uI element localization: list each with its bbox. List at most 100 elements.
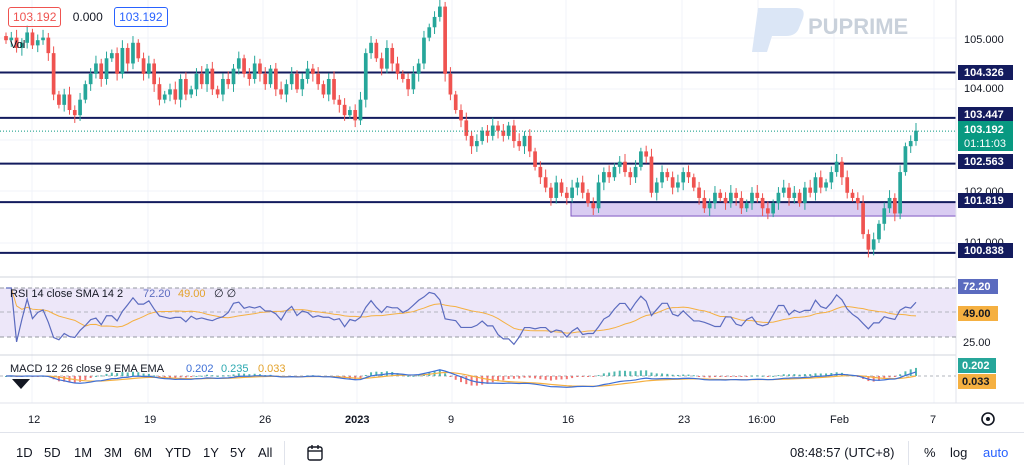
macd-hist-bar xyxy=(444,373,447,376)
candle-body xyxy=(755,192,760,198)
macd-hist-bar xyxy=(713,376,716,377)
time-axis[interactable]: 12 19 26 2023 9 16 23 16:00 Feb 7 xyxy=(28,414,936,426)
macd-hist-bar xyxy=(719,376,722,377)
candle-body xyxy=(596,182,601,209)
candle-body xyxy=(601,172,606,183)
auto-toggle[interactable]: auto xyxy=(983,445,1009,460)
macd-hist-bar xyxy=(661,373,664,376)
macd-hist-bar xyxy=(248,374,251,376)
countdown-text: 01:11:03 xyxy=(964,138,1006,150)
macd-hist-bar xyxy=(216,375,219,377)
macd-hist-bar xyxy=(904,371,907,376)
candle-body xyxy=(570,187,574,198)
macd-hist-bar xyxy=(867,376,870,382)
candle-body xyxy=(898,172,902,214)
candle-body xyxy=(337,99,342,105)
macd-hist-bar xyxy=(396,373,399,376)
macd-hist-bar xyxy=(618,370,621,376)
macd-collapse-icon[interactable] xyxy=(12,379,30,389)
candle-body xyxy=(109,53,114,59)
time-label: 9 xyxy=(448,414,454,426)
macd-hist-bar xyxy=(608,372,611,376)
candle-body xyxy=(829,172,834,183)
macd-hist-bar xyxy=(687,374,690,376)
toolbar-divider xyxy=(284,441,285,465)
candle-body xyxy=(691,177,696,188)
candle-body xyxy=(125,47,130,64)
candle-body xyxy=(512,125,516,142)
macd-hist-bar xyxy=(613,371,616,376)
rsi-legend-value: 72.20 xyxy=(143,288,171,300)
macd-hist-bar xyxy=(116,373,119,376)
candle-body xyxy=(205,68,209,85)
macd-legend: MACD 12 26 close 9 EMA EMA 0.202 0.235 0… xyxy=(10,363,286,375)
chart-canvas[interactable]: PUPRIME 105.000 104.000 102.000 101.000 xyxy=(0,0,1024,432)
candle-body xyxy=(686,172,691,178)
candle-body xyxy=(120,47,125,74)
macd-hist-bar xyxy=(624,370,627,376)
level-badge xyxy=(958,65,1013,80)
timeframe-5y[interactable]: 5Y xyxy=(230,445,246,460)
date-range-icon[interactable] xyxy=(306,444,324,462)
level-badge-text: 102.563 xyxy=(964,156,1004,168)
candle-body xyxy=(311,68,315,74)
level-badge xyxy=(958,243,1013,258)
macd-hist-bar xyxy=(793,374,796,376)
macd-legend-hist: 0.033 xyxy=(258,363,286,375)
candle-body xyxy=(67,94,72,111)
timeframe-6m[interactable]: 6M xyxy=(134,445,153,460)
macd-hist-bar xyxy=(777,375,780,377)
timeframe-1d[interactable]: 1D xyxy=(16,445,33,460)
time-label: 16 xyxy=(562,414,574,426)
candle-body xyxy=(78,99,82,116)
macd-hist-bar xyxy=(560,376,563,380)
candle-body xyxy=(871,239,876,250)
candle-body xyxy=(342,104,347,116)
candle-body xyxy=(866,234,871,250)
candle-body xyxy=(533,151,537,167)
candle-body xyxy=(57,94,61,105)
candle-body xyxy=(660,172,664,183)
log-toggle[interactable]: log xyxy=(950,445,968,460)
macd-hist-bar xyxy=(131,371,134,376)
candle-body xyxy=(750,192,754,204)
candle-body xyxy=(252,63,257,79)
timeframe-5d[interactable]: 5D xyxy=(44,445,61,460)
candle-body xyxy=(427,27,432,38)
timeframe-1m[interactable]: 1M xyxy=(74,445,93,460)
candle-body xyxy=(247,73,252,79)
macd-hist-bar xyxy=(888,376,891,378)
candle-body xyxy=(353,110,358,121)
macd-hist-bar xyxy=(565,376,568,380)
rsi-axis[interactable]: 72.20 49.00 25.00 xyxy=(958,279,998,349)
candle-body xyxy=(25,32,30,43)
candle-body xyxy=(374,42,379,59)
rsi-tick: 25.00 xyxy=(963,337,991,349)
candle-body xyxy=(390,47,395,64)
macd-axis[interactable]: 0.202 0.033 xyxy=(958,358,996,389)
timezone-clock[interactable]: 08:48:57 (UTC+8) xyxy=(790,445,895,460)
macd-legend-signal: 0.235 xyxy=(221,363,249,375)
macd-hist-bar xyxy=(528,376,531,378)
macd-hist-bar xyxy=(179,376,182,378)
percent-toggle[interactable]: % xyxy=(924,445,936,460)
macd-hist-bar xyxy=(782,374,785,376)
candle-body xyxy=(697,187,701,198)
time-label: 23 xyxy=(678,414,690,426)
candle-body xyxy=(321,84,326,95)
settings-gear-icon[interactable] xyxy=(981,412,995,426)
rsi-value-badge-text: 72.20 xyxy=(963,281,991,293)
timeframe-3m[interactable]: 3M xyxy=(104,445,123,460)
timeframe-1y[interactable]: 1Y xyxy=(203,445,219,460)
macd-hist-bar xyxy=(100,375,103,377)
macd-hist-bar xyxy=(364,374,367,376)
candle-body xyxy=(168,89,172,95)
timeframe-all[interactable]: All xyxy=(258,445,273,460)
level-badge-text: 101.819 xyxy=(964,195,1004,207)
watermark-logo: PUPRIME xyxy=(752,8,908,52)
candle-body xyxy=(437,6,442,17)
time-label: 12 xyxy=(28,414,40,426)
timeframe-ytd[interactable]: YTD xyxy=(165,445,191,460)
candle-body xyxy=(617,161,622,167)
